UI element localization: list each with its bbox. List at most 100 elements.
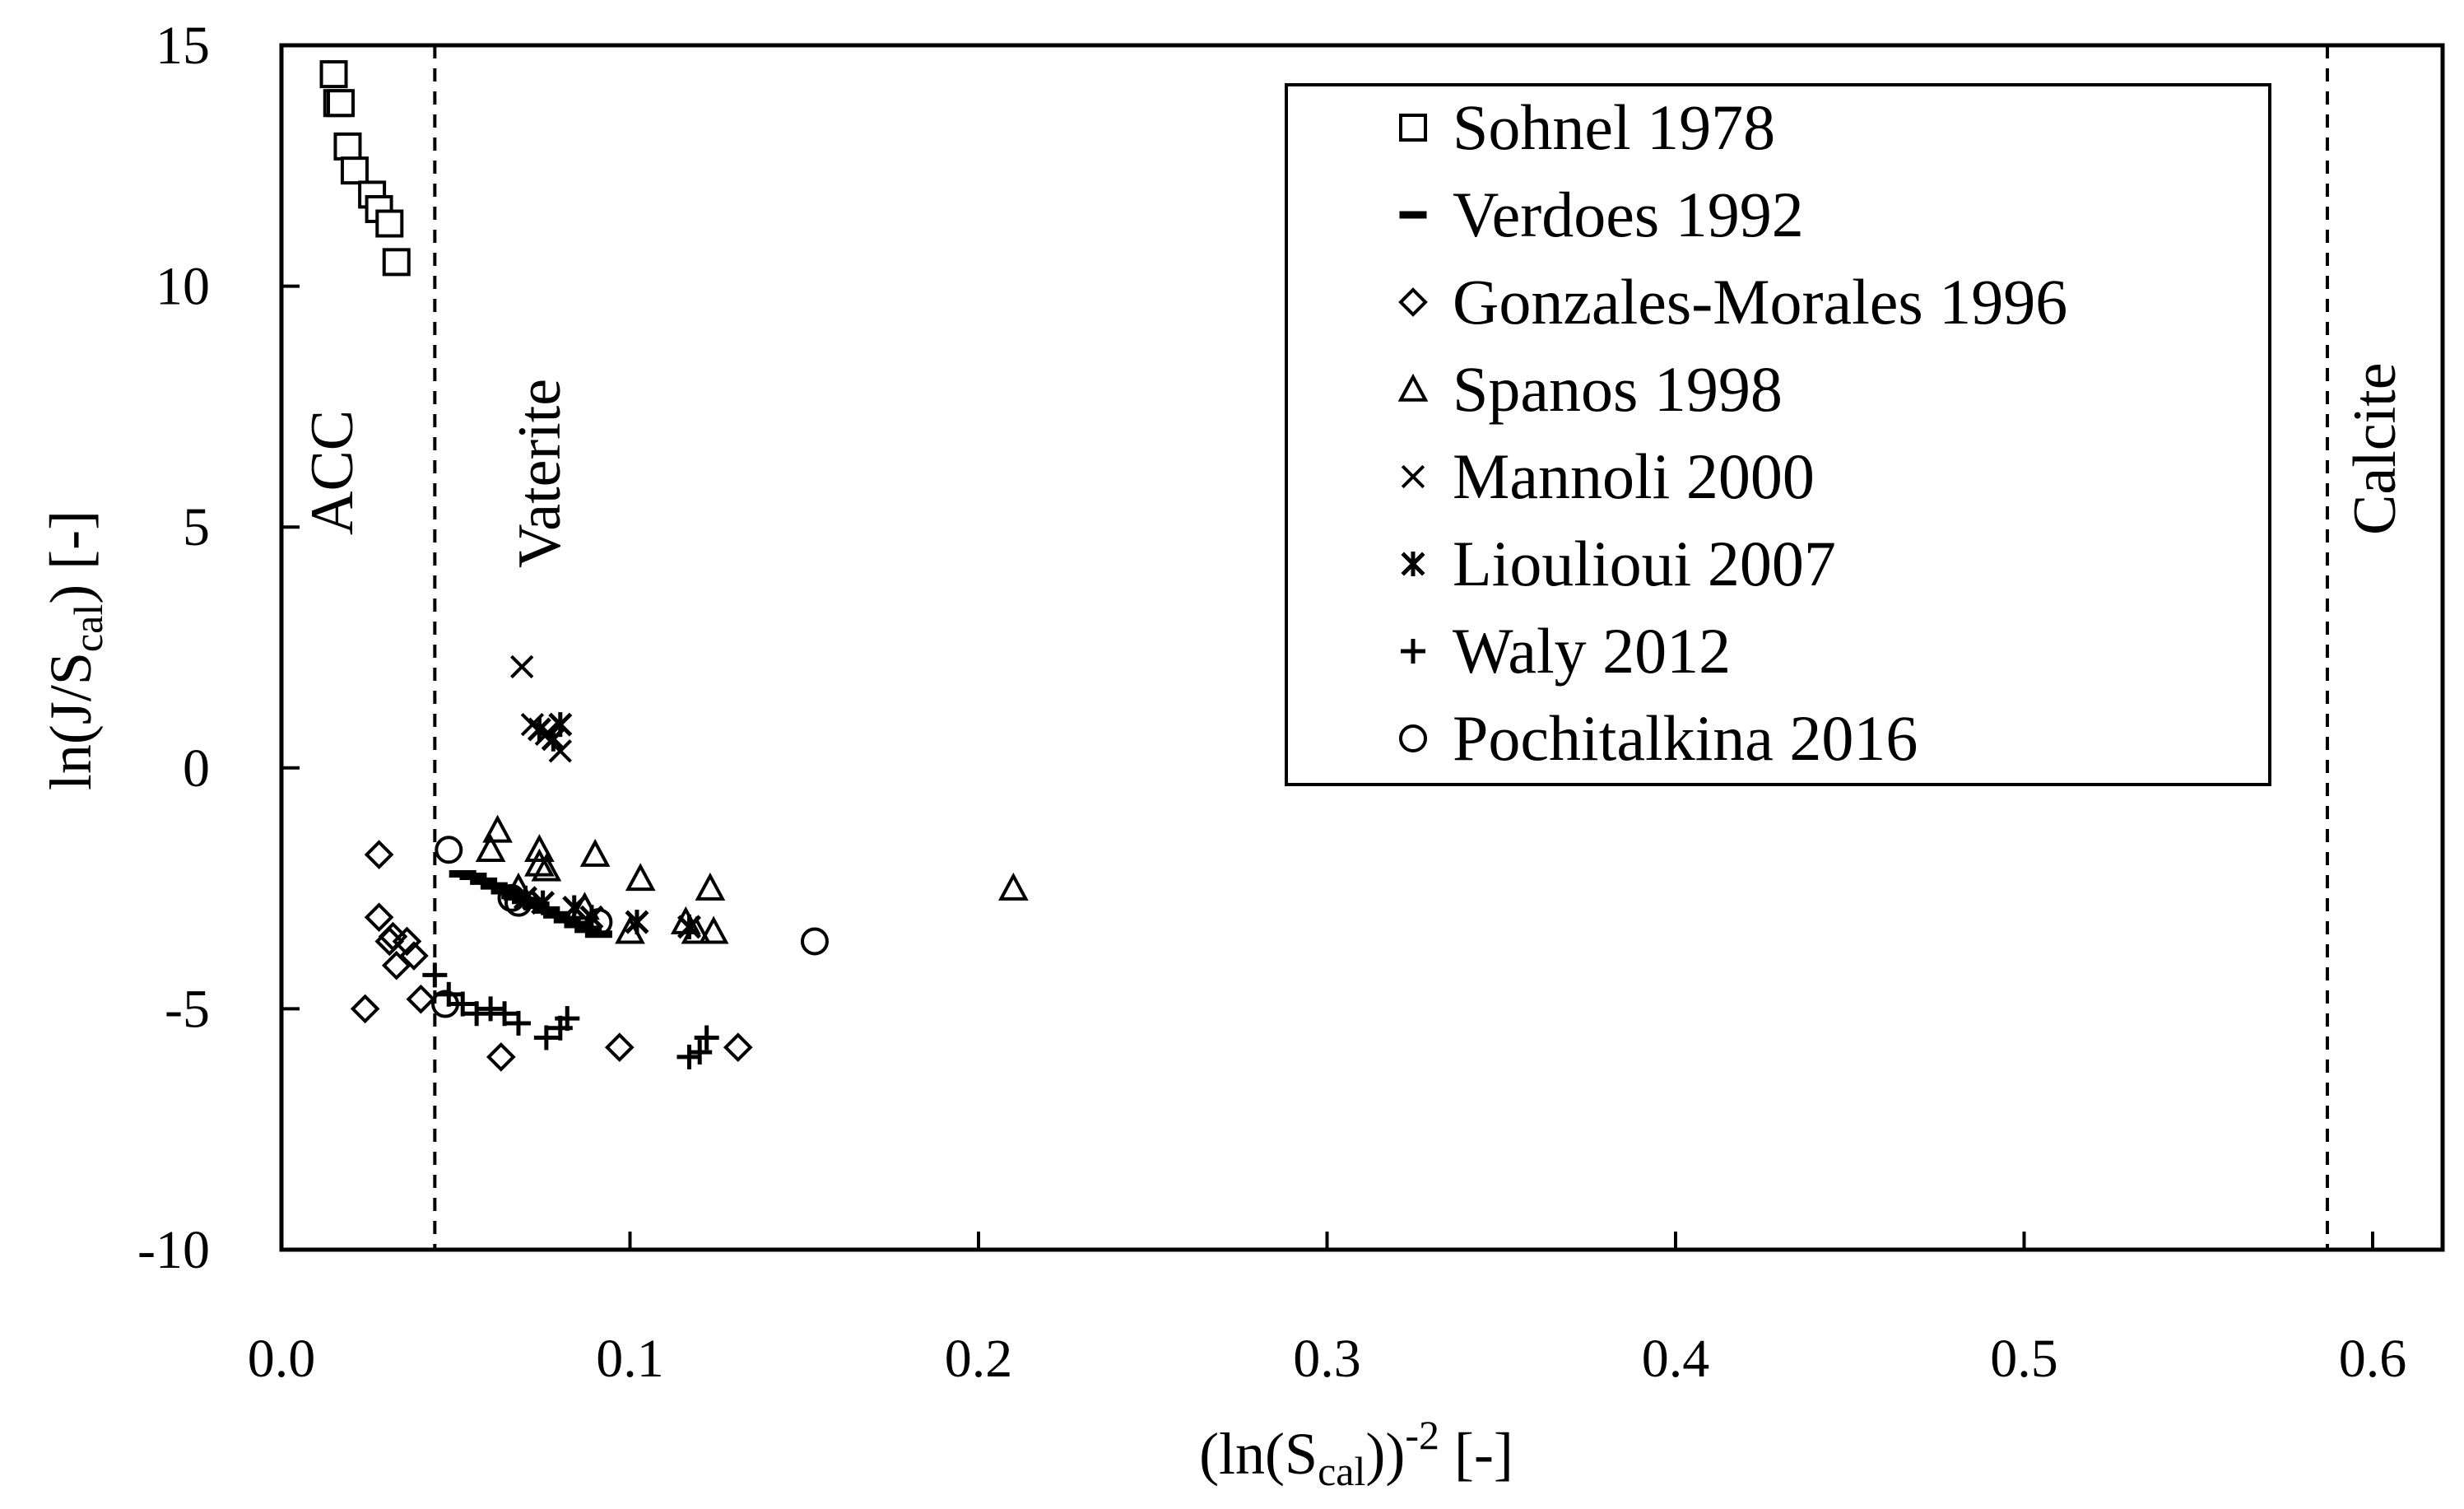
y-tick-label: -5 xyxy=(165,979,210,1039)
x-tick-label: 0.0 xyxy=(248,1329,316,1389)
data-point xyxy=(326,89,355,118)
data-point xyxy=(497,883,526,912)
x-tick-label: 0.4 xyxy=(1642,1329,1710,1389)
data-point xyxy=(431,990,460,1018)
legend-item: Lioulioui 2007 xyxy=(1401,528,1836,599)
data-point xyxy=(548,712,573,738)
data-point xyxy=(997,872,1029,901)
region-label-acc: ACC xyxy=(299,410,366,535)
legend-item: Pochitalkina 2016 xyxy=(1399,702,1918,774)
data-point xyxy=(381,950,411,980)
series-pochitalkina-2016 xyxy=(431,836,829,1018)
legend-label: Mannoli 2000 xyxy=(1453,440,1815,512)
x-tick-label: 0.2 xyxy=(945,1329,1013,1389)
data-point xyxy=(698,915,729,944)
data-point xyxy=(399,941,429,971)
data-point xyxy=(382,248,411,277)
reference-lines xyxy=(433,45,2329,1250)
legend-marker-triangle xyxy=(1397,373,1429,402)
y-tick-label: 10 xyxy=(156,257,210,317)
data-point xyxy=(504,888,532,917)
data-point xyxy=(524,848,555,877)
data-point xyxy=(333,132,362,161)
data-point xyxy=(695,872,726,901)
y-tick-label: -10 xyxy=(137,1220,210,1280)
data-point xyxy=(464,1001,490,1027)
data-point xyxy=(579,838,611,867)
data-point xyxy=(492,1001,518,1027)
data-point xyxy=(486,1042,516,1072)
data-point xyxy=(406,984,436,1014)
series-spanos-1998 xyxy=(475,814,1029,944)
data-point xyxy=(364,840,394,869)
x-axis-title: (ln(Scal))-2 [-] xyxy=(1199,1412,1513,1494)
legend-marker-diamond xyxy=(1398,287,1428,317)
data-point xyxy=(392,926,422,957)
legend-marker-x xyxy=(1401,464,1425,489)
data-point xyxy=(340,156,369,185)
data-point xyxy=(524,834,555,863)
x-tick-label: 0.3 xyxy=(1293,1329,1361,1389)
data-point xyxy=(475,834,506,863)
data-point xyxy=(364,902,394,933)
legend-item: Spanos 1998 xyxy=(1397,353,1783,425)
data-point xyxy=(510,654,534,679)
legend-label: Waly 2012 xyxy=(1453,615,1731,687)
legend-label: Spanos 1998 xyxy=(1453,353,1783,425)
legend-item: Gonzales-Morales 1996 xyxy=(1398,266,2067,338)
axis-ticks: 0.0 0.1 0.2 0.3 0.4 0.5 0.6 15 10 5 0 -5 -10 xyxy=(137,16,2406,1389)
data-point xyxy=(527,716,551,742)
data-point xyxy=(555,1006,580,1032)
data-point xyxy=(694,1025,719,1050)
data-point xyxy=(478,996,504,1022)
data-point xyxy=(625,910,649,935)
region-label-vaterite: Vaterite xyxy=(506,379,574,568)
data-point xyxy=(319,60,348,89)
data-point xyxy=(350,994,380,1024)
data-point xyxy=(531,853,562,882)
data-point xyxy=(533,1025,559,1050)
series-lioulioui-2007 xyxy=(513,712,702,939)
y-axis-title: ln(J/Scal) [-] xyxy=(38,510,111,790)
data-point xyxy=(531,890,556,915)
data-point xyxy=(422,962,448,988)
data-point xyxy=(800,927,829,956)
x-tick-label: 0.1 xyxy=(596,1329,664,1389)
data-point xyxy=(505,1010,531,1036)
legend-marker-square xyxy=(1399,114,1427,142)
series-waly-2012 xyxy=(422,962,719,1069)
legend-label: Pochitalkina 2016 xyxy=(1453,702,1918,774)
data-point xyxy=(375,209,404,238)
data-point xyxy=(687,1040,713,1065)
legend-items: Sohnel 1978 Verdoes 1992 Gonzales-Morales … xyxy=(1397,91,2067,774)
data-point xyxy=(482,814,513,843)
series-gonzales-morales-1996 xyxy=(350,840,753,1072)
data-point xyxy=(450,991,476,1017)
x-tick-label: 0.5 xyxy=(1990,1329,2058,1389)
legend-item: Verdoes 1992 xyxy=(1399,179,1804,250)
y-tick-label: 0 xyxy=(183,738,210,799)
legend-label: Verdoes 1992 xyxy=(1453,179,1804,250)
data-point xyxy=(374,926,405,957)
data-point xyxy=(435,836,463,864)
data-point xyxy=(676,914,702,939)
legend-marker-plus xyxy=(1401,639,1425,664)
x-tick-label: 0.6 xyxy=(2339,1329,2407,1389)
data-points xyxy=(319,60,1029,1072)
plot-frame xyxy=(279,43,2445,1252)
legend-label: Gonzales-Morales 1996 xyxy=(1453,266,2067,338)
region-label-calcite: Calcite xyxy=(2341,362,2409,535)
legend-marker-circle xyxy=(1399,724,1427,752)
data-point xyxy=(676,1044,702,1069)
legend-label: Lioulioui 2007 xyxy=(1453,528,1836,599)
data-point xyxy=(604,1032,635,1063)
legend-marker-asterisk xyxy=(1401,552,1425,576)
data-point xyxy=(562,895,587,920)
data-point xyxy=(723,1032,753,1063)
legend-label: Sohnel 1978 xyxy=(1453,91,1775,163)
series-sohnel-1978 xyxy=(319,60,411,277)
y-tick-label: 15 xyxy=(156,16,210,76)
legend-item: Sohnel 1978 xyxy=(1399,91,1775,163)
legend: Sohnel 1978 Verdoes 1992 Gonzales-Morales … xyxy=(1285,83,2271,786)
